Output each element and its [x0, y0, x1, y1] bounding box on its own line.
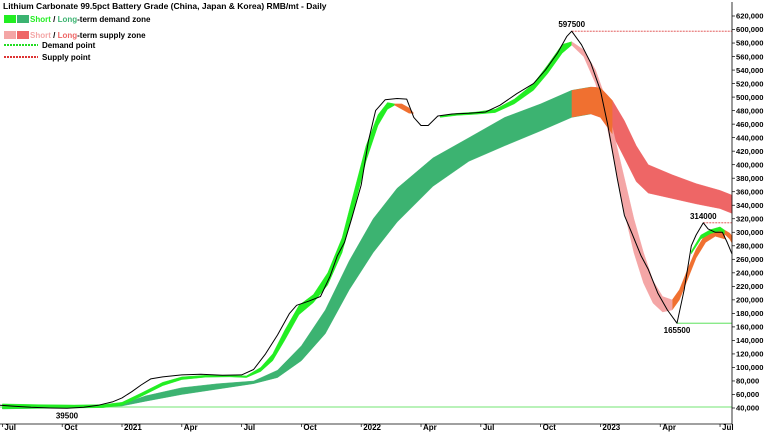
- y-tick-label: 380,000: [736, 174, 763, 183]
- y-tick-label: 540,000: [736, 66, 763, 75]
- y-tick-label: 200,000: [736, 296, 763, 305]
- price-line-layer: [0, 30, 733, 409]
- y-tick-label: 120,000: [736, 350, 763, 359]
- annotation-label: 597500: [558, 20, 585, 29]
- short-term-supply-zone-recovery: [724, 229, 733, 244]
- annotations: 597500 39500 165500 314000: [56, 20, 717, 420]
- y-tick-label: 420,000: [736, 147, 763, 156]
- zone-bands: [2, 41, 733, 410]
- y-tick-label: 520,000: [736, 79, 763, 88]
- legend-swatch-long-supply: [17, 31, 29, 39]
- y-tick-label: 320,000: [736, 214, 763, 223]
- x-tick-label: 2022: [363, 423, 381, 432]
- legend-supply-zone-label: Short / Long-term supply zone: [30, 31, 146, 40]
- reference-lines: [0, 30, 732, 408]
- y-tick-label: 40,000: [736, 404, 759, 413]
- y-tick-label: 620,000: [736, 12, 763, 21]
- x-tick-label: 2021: [124, 423, 142, 432]
- short-term-demand-zone: [2, 102, 395, 409]
- y-tick-label: 360,000: [736, 187, 763, 196]
- y-tick-label: 300,000: [736, 228, 763, 237]
- y-tick-label: 180,000: [736, 309, 763, 318]
- y-tick-label: 480,000: [736, 106, 763, 115]
- legend-demand-point-label: Demand point: [42, 41, 96, 50]
- y-tick-label: 100,000: [736, 363, 763, 372]
- x-tick-label: Jul: [4, 423, 16, 432]
- chart-title: Lithium Carbonate 99.5pct Battery Grade …: [3, 1, 327, 11]
- y-tick-label: 400,000: [736, 160, 763, 169]
- y-tick-label: 460,000: [736, 120, 763, 129]
- y-tick-label: 80,000: [736, 377, 759, 386]
- x-tick-label: Jul: [483, 423, 495, 432]
- x-tick-label: Apr: [423, 423, 437, 432]
- x-tick-label: 2023: [602, 423, 620, 432]
- legend-demand-zone-label: Short / Long-term demand zone: [30, 15, 151, 24]
- y-tick-label: 500,000: [736, 93, 763, 102]
- x-tick-label: Apr: [184, 423, 198, 432]
- y-tick-label: 240,000: [736, 269, 763, 278]
- legend: Short / Long-term demand zone Short / Lon…: [4, 15, 151, 62]
- x-tick-label: Oct: [64, 423, 78, 432]
- y-tick-label: 600,000: [736, 25, 763, 34]
- y-tick-label: 220,000: [736, 282, 763, 291]
- legend-swatch-short-demand: [4, 15, 16, 23]
- y-tick-label: 260,000: [736, 255, 763, 264]
- short-term-supply-zone-early: [394, 103, 415, 114]
- x-tick-label: Jul: [244, 423, 256, 432]
- y-tick-label: 560,000: [736, 52, 763, 61]
- price-line: [0, 30, 733, 409]
- legend-supply-point-label: Supply point: [42, 53, 91, 62]
- y-tick-label: 580,000: [736, 39, 763, 48]
- y-tick-label: 160,000: [736, 323, 763, 332]
- x-tick-label: Jul: [722, 423, 734, 432]
- annotation-label: 165500: [664, 326, 691, 335]
- y-tick-label: 140,000: [736, 336, 763, 345]
- y-tick-label: 280,000: [736, 241, 763, 250]
- legend-swatch-short-supply: [4, 31, 16, 39]
- long-term-demand-zone: [2, 86, 592, 410]
- x-tick-label: Oct: [543, 423, 557, 432]
- x-tick-label: Oct: [303, 423, 317, 432]
- recovery-supply-zone: [672, 228, 725, 311]
- y-tick-label: 340,000: [736, 201, 763, 210]
- x-tick-label: Apr: [662, 423, 676, 432]
- y-tick-label: 60,000: [736, 390, 759, 399]
- zone-transition-band: [571, 87, 613, 135]
- annotation-label: 314000: [690, 212, 717, 221]
- legend-swatch-long-demand: [17, 15, 29, 23]
- annotation-label: 39500: [56, 411, 79, 420]
- y-tick-label: 440,000: [736, 133, 763, 142]
